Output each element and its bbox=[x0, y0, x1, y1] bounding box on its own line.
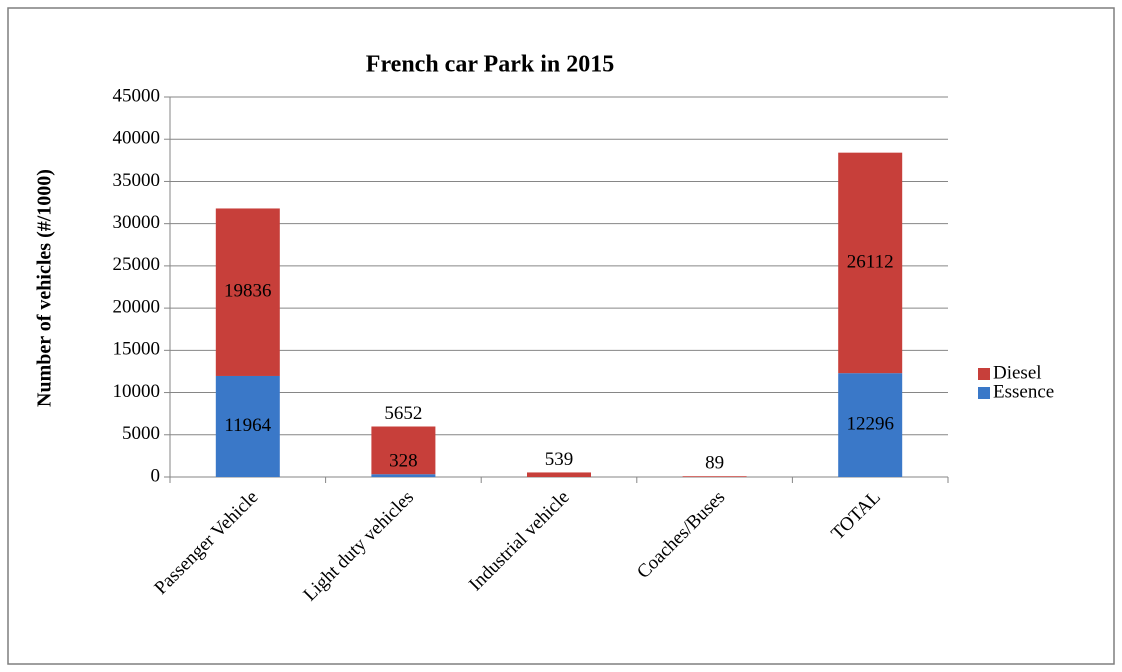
data-label: 11964 bbox=[224, 415, 271, 436]
bar-segment bbox=[838, 152, 903, 374]
legend-swatch bbox=[978, 368, 990, 380]
y-tick-label: 45000 bbox=[113, 85, 161, 106]
chart-border bbox=[7, 7, 1115, 665]
y-tick-label: 35000 bbox=[113, 170, 161, 191]
data-label: 328 bbox=[389, 451, 418, 472]
legend-label: Diesel bbox=[993, 362, 1042, 383]
y-tick-label: 30000 bbox=[113, 212, 161, 233]
bar-segment bbox=[371, 426, 436, 475]
y-tick-label: 0 bbox=[151, 465, 161, 486]
y-tick-label: 25000 bbox=[113, 254, 161, 275]
data-label: 26112 bbox=[847, 251, 894, 272]
bar-segment bbox=[215, 375, 280, 477]
data-label: 539 bbox=[545, 449, 574, 470]
legend-label: Essence bbox=[993, 381, 1054, 402]
chart-title: French car Park in 2015 bbox=[366, 52, 614, 78]
data-label: 12296 bbox=[846, 413, 894, 434]
data-label: 5652 bbox=[384, 403, 422, 424]
y-axis-label: Number of vehicles (#/1000) bbox=[34, 169, 56, 407]
data-label: 19836 bbox=[224, 281, 272, 302]
legend-swatch bbox=[978, 387, 990, 399]
y-tick-label: 10000 bbox=[113, 381, 161, 402]
y-tick-label: 15000 bbox=[113, 339, 161, 360]
bar-segment bbox=[371, 474, 436, 477]
bar-segment bbox=[682, 476, 747, 477]
bar-segment bbox=[215, 208, 280, 376]
bar-segment bbox=[527, 472, 591, 477]
y-tick-label: 5000 bbox=[122, 423, 160, 444]
data-label: 89 bbox=[705, 453, 724, 474]
y-tick-label: 40000 bbox=[113, 128, 161, 149]
y-tick-label: 20000 bbox=[113, 296, 161, 317]
bar-segment bbox=[838, 373, 903, 477]
